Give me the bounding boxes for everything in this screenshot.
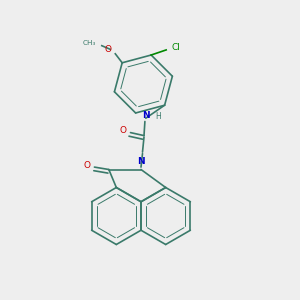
Text: N: N bbox=[142, 111, 150, 120]
Text: H: H bbox=[155, 112, 161, 122]
Text: CH₃: CH₃ bbox=[82, 40, 96, 46]
Text: O: O bbox=[105, 45, 112, 54]
Text: N: N bbox=[137, 157, 145, 166]
Text: O: O bbox=[120, 126, 127, 135]
Text: O: O bbox=[83, 161, 91, 170]
Text: Cl: Cl bbox=[172, 43, 180, 52]
